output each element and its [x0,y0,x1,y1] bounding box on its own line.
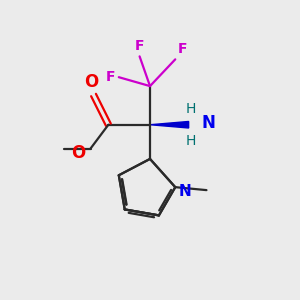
Text: F: F [135,39,144,53]
Text: O: O [84,73,98,91]
Text: F: F [106,70,115,84]
Text: N: N [179,184,192,199]
Polygon shape [150,122,189,128]
Text: O: O [71,144,85,162]
Text: H: H [186,102,196,116]
Text: H: H [186,134,196,148]
Text: F: F [178,42,187,56]
Text: N: N [201,114,215,132]
